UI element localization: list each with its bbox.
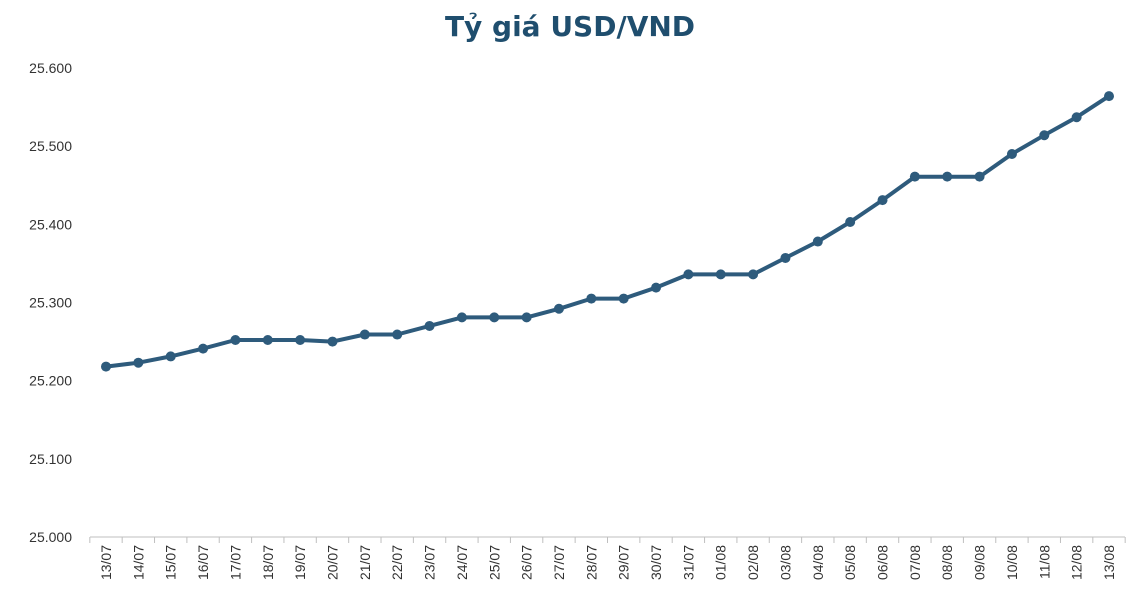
data-point: [1006, 148, 1017, 159]
data-point: [812, 236, 823, 247]
x-tick-label: 04/08: [810, 545, 826, 580]
x-tick-label: 28/07: [583, 545, 599, 580]
x-tick-label: 25/07: [486, 545, 502, 580]
x-tick-label: 03/08: [777, 545, 793, 580]
y-tick-label: 25.200: [29, 373, 72, 389]
data-point: [748, 269, 759, 280]
data-point: [262, 335, 273, 346]
data-point: [327, 336, 338, 347]
x-tick-label: 31/07: [680, 545, 696, 580]
x-tick-label: 10/08: [1004, 545, 1020, 580]
data-point: [1071, 112, 1082, 123]
data-point: [974, 171, 985, 182]
chart-title: Tỷ giá USD/VND: [444, 10, 696, 43]
x-tick-label: 29/07: [616, 545, 632, 580]
data-point: [618, 293, 629, 304]
y-tick-label: 25.300: [29, 295, 72, 311]
data-point: [780, 252, 791, 263]
data-point: [715, 269, 726, 280]
data-point: [133, 357, 144, 368]
x-tick-label: 01/08: [713, 545, 729, 580]
y-tick-label: 25.500: [29, 138, 72, 154]
data-point: [909, 171, 920, 182]
x-tick-label: 17/07: [227, 545, 243, 580]
x-tick-label: 02/08: [745, 545, 761, 580]
x-tick-label: 12/08: [1069, 545, 1085, 580]
data-point: [489, 312, 500, 323]
x-tick-label: 21/07: [357, 545, 373, 580]
x-tick-label: 15/07: [163, 545, 179, 580]
x-tick-label: 07/08: [907, 545, 923, 580]
x-tick-label: 06/08: [875, 545, 891, 580]
x-tick-label: 30/07: [648, 545, 664, 580]
x-tick-label: 19/07: [292, 545, 308, 580]
x-tick-label: 13/07: [98, 545, 114, 580]
x-tick-label: 27/07: [551, 545, 567, 580]
x-tick-label: 13/08: [1101, 545, 1117, 580]
data-point: [553, 303, 564, 314]
x-tick-label: 22/07: [389, 545, 405, 580]
data-point: [392, 329, 403, 340]
x-tick-label: 16/07: [195, 545, 211, 580]
data-point: [359, 329, 370, 340]
data-point: [230, 335, 241, 346]
data-point: [942, 171, 953, 182]
y-tick-label: 25.100: [29, 451, 72, 467]
data-point: [683, 269, 694, 280]
y-tick-label: 25.400: [29, 216, 72, 232]
data-point: [165, 351, 176, 362]
data-point: [651, 282, 662, 293]
y-tick-label: 25.000: [29, 529, 72, 545]
data-point: [586, 293, 597, 304]
data-point: [521, 312, 532, 323]
x-tick-label: 24/07: [454, 545, 470, 580]
x-tick-label: 08/08: [939, 545, 955, 580]
y-tick-label: 25.600: [29, 60, 72, 76]
data-point: [845, 216, 856, 227]
x-tick-label: 05/08: [842, 545, 858, 580]
series-line: [104, 94, 1111, 369]
x-tick-label: 20/07: [324, 545, 340, 580]
data-point: [424, 320, 435, 331]
data-point: [1104, 91, 1114, 102]
x-tick-label: 23/07: [422, 545, 438, 580]
data-point: [1039, 130, 1050, 141]
data-point: [295, 335, 306, 346]
x-tick-label: 14/07: [130, 545, 146, 580]
x-tick-label: 09/08: [972, 545, 988, 580]
data-point: [101, 361, 111, 372]
x-tick-label: 11/08: [1036, 545, 1052, 579]
x-tick-label: 18/07: [260, 545, 276, 580]
data-point: [198, 343, 209, 354]
x-tick-label: 26/07: [519, 545, 535, 580]
data-point: [877, 195, 888, 206]
data-point: [456, 312, 467, 323]
